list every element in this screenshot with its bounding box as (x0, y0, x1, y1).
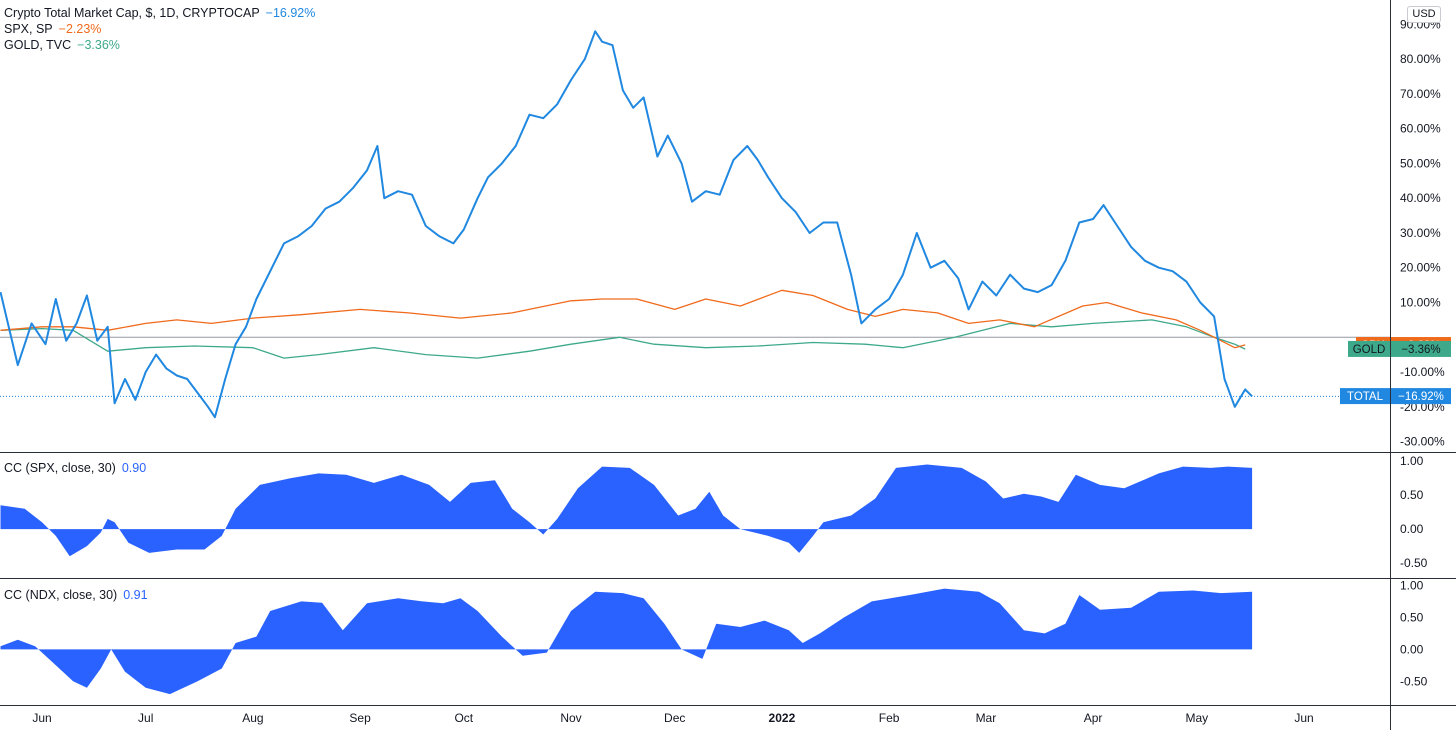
x-tick-label: Oct (454, 711, 473, 725)
y-tick-label: 20.00% (1400, 261, 1441, 275)
badge-name: GOLD (1353, 344, 1386, 356)
cc-ndx-area (0, 588, 1253, 695)
y-tick-label: 30.00% (1400, 226, 1441, 240)
x-tick-label: Feb (879, 711, 900, 725)
x-tick-label: Dec (664, 711, 685, 725)
cc-ndx-value: 0.91 (123, 588, 148, 602)
series-line-gold (0, 319, 1246, 359)
badge-value-bg (1391, 340, 1451, 357)
x-tick-label: Jul (138, 711, 153, 725)
y-tick-label: 80.00% (1400, 52, 1441, 66)
legend-gold-value: −3.36% (77, 38, 120, 52)
x-tick-label: Mar (976, 711, 997, 725)
y-tick-label: -0.50 (1400, 674, 1428, 688)
x-tick-label: Sep (349, 711, 371, 725)
y-tick-label: -10.00% (1400, 365, 1445, 379)
price-badge-total: TOTAL −16.92% (1340, 388, 1451, 405)
legend-gold-name: GOLD, TVC (4, 38, 72, 52)
y-tick-label: 1.00 (1400, 454, 1424, 468)
x-tick-label: Nov (560, 711, 581, 725)
price-badge-gold: GOLD −3.36% (1348, 340, 1451, 357)
y-tick-label: 70.00% (1400, 87, 1441, 101)
badge-value: −16.92% (1398, 391, 1444, 403)
x-tick-label: Aug (242, 711, 263, 725)
badge-name: TOTAL (1347, 391, 1384, 403)
y-tick-label: -30.00% (1400, 435, 1445, 449)
y-tick-label: 1.00 (1400, 578, 1424, 592)
legend-spx-name: SPX, SP (4, 22, 53, 36)
cc-ndx-name: CC (NDX, close, 30) (4, 588, 118, 602)
y-tick-label: -0.50 (1400, 556, 1428, 570)
legend-cc-spx[interactable]: CC (SPX, close, 30) 0.90 (4, 460, 146, 476)
cc-spx-name: CC (SPX, close, 30) (4, 461, 116, 475)
legend-total[interactable]: Crypto Total Market Cap, $, 1D, CRYPTOCA… (4, 5, 315, 21)
x-tick-label: Apr (1084, 711, 1103, 725)
legend-total-name: Crypto Total Market Cap, $, 1D, CRYPTOCA… (4, 6, 260, 20)
badge-name-bg (1340, 388, 1390, 405)
legend-total-value: −16.92% (265, 6, 316, 20)
x-tick-label: Jun (1294, 711, 1313, 725)
x-tick-label: 2022 (769, 711, 796, 725)
legend-gold[interactable]: GOLD, TVC −3.36% (4, 37, 120, 53)
y-tick-label: 10.00% (1400, 295, 1441, 309)
cc-spx-value: 0.90 (121, 461, 147, 475)
badge-value: −3.36% (1401, 344, 1440, 356)
y-tick-label: 0.00 (1400, 522, 1424, 536)
currency-selector[interactable]: USD (1407, 6, 1441, 23)
y-tick-label: 0.50 (1400, 610, 1424, 624)
x-tick-label: Jun (32, 711, 51, 725)
y-tick-label: 0.00 (1400, 642, 1424, 656)
x-tick-label: May (1185, 711, 1208, 725)
y-tick-label: 50.00% (1400, 156, 1441, 170)
badge-name-bg (1348, 340, 1390, 357)
legend-spx[interactable]: SPX, SP −2.23% (4, 21, 101, 37)
y-tick-label: 60.00% (1400, 122, 1441, 136)
badge-value-bg (1391, 388, 1451, 405)
legend-spx-value: −2.23% (58, 22, 102, 36)
series-line-spx (0, 289, 1246, 349)
series-line-total (0, 30, 1253, 419)
cc-spx-area (0, 464, 1253, 557)
legend-cc-ndx[interactable]: CC (NDX, close, 30) 0.91 (4, 587, 148, 603)
y-tick-label: 0.50 (1400, 488, 1424, 502)
y-tick-label: 40.00% (1400, 191, 1441, 205)
